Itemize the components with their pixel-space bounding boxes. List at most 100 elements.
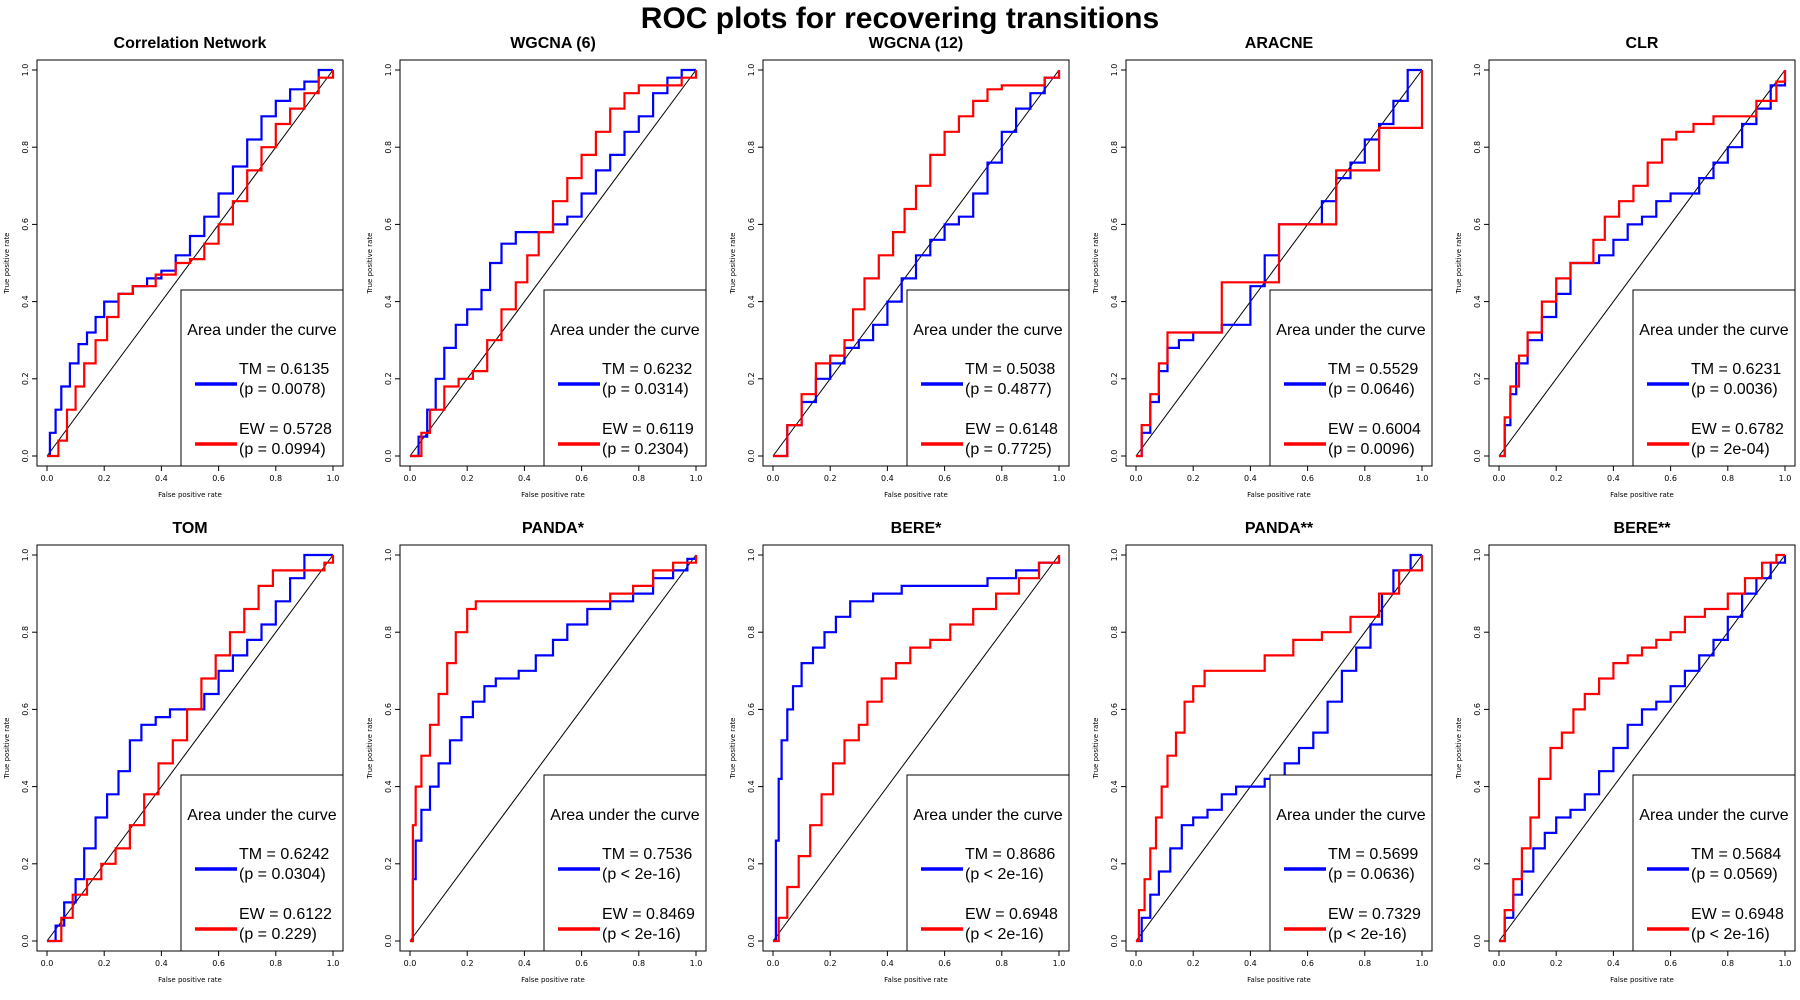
y-tick-label: 0.2	[384, 857, 393, 870]
y-tick-label: 0.8	[1110, 626, 1119, 639]
y-tick-label: 1.0	[1110, 549, 1119, 562]
roc-curve-tm	[773, 70, 1061, 458]
y-tick-label: 0.6	[21, 703, 30, 716]
panel-title: PANDA*	[522, 520, 585, 537]
y-tick-label: 0.8	[1473, 626, 1482, 639]
y-tick-label: 1.0	[21, 64, 30, 77]
x-tick-label: 0.4	[881, 474, 894, 483]
x-tick-label: 0.2	[98, 474, 111, 483]
legend-auc-ew: EW = 0.5728	[239, 421, 332, 438]
y-tick-label: 0.4	[747, 780, 756, 793]
x-tick-label: 1.0	[1053, 474, 1066, 483]
x-tick-label: 0.2	[1550, 474, 1563, 483]
x-tick-label: 0.0	[404, 474, 417, 483]
y-tick-label: 0.0	[21, 450, 30, 463]
legend-box	[1632, 774, 1796, 952]
x-tick-label: 0.0	[767, 959, 780, 968]
y-tick-label: 1.0	[21, 549, 30, 562]
panel-title: WGCNA (6)	[510, 35, 596, 52]
roc-curve-tm	[1499, 70, 1787, 458]
legend-p-ew: (p = 0.2304)	[602, 441, 689, 458]
y-tick-label: 0.6	[1110, 218, 1119, 231]
y-tick-label: 0.4	[1473, 295, 1482, 308]
legend-box	[906, 289, 1070, 467]
y-tick-label: 0.8	[21, 626, 30, 639]
roc-curve-tm	[1499, 555, 1787, 943]
legend: Area under the curve TM = 0.6242 (p = 0.03…	[180, 774, 344, 952]
x-tick-label: 1.0	[327, 474, 340, 483]
x-tick-label: 0.6	[575, 474, 588, 483]
x-tick-label: 0.4	[1607, 959, 1620, 968]
y-tick-label: 0.4	[384, 295, 393, 308]
legend: Area under the curve TM = 0.6231 (p = 0.00…	[1632, 289, 1796, 467]
roc-curve-ew	[410, 70, 698, 458]
y-tick-label: 0.2	[1110, 372, 1119, 385]
y-tick-label: 0.4	[1473, 780, 1482, 793]
legend-auc-tm: TM = 0.5529	[1328, 361, 1418, 378]
x-axis-label: False positive rate	[1610, 976, 1674, 984]
legend-heading: Area under the curve	[1639, 322, 1789, 339]
legend: Area under the curve TM = 0.5699 (p = 0.06…	[1269, 774, 1433, 952]
x-tick-label: 1.0	[327, 959, 340, 968]
panel-title: WGCNA (12)	[869, 35, 964, 52]
roc-curve-ew	[47, 70, 335, 458]
x-tick-label: 0.2	[1187, 474, 1200, 483]
x-tick-label: 1.0	[690, 959, 703, 968]
y-tick-label: 1.0	[747, 64, 756, 77]
y-axis-label: True positive rate	[1092, 233, 1100, 295]
x-tick-label: 1.0	[1779, 474, 1792, 483]
legend-auc-ew: EW = 0.7329	[1328, 906, 1421, 923]
y-tick-label: 0.4	[384, 780, 393, 793]
legend-heading: Area under the curve	[1276, 322, 1426, 339]
roc-curve-ew	[1499, 70, 1787, 458]
x-tick-label: 1.0	[1416, 959, 1429, 968]
y-tick-label: 1.0	[1110, 64, 1119, 77]
legend-p-tm: (p = 0.0036)	[1691, 381, 1778, 398]
roc-curve-ew	[47, 555, 335, 943]
y-tick-label: 0.2	[1110, 857, 1119, 870]
legend-heading: Area under the curve	[550, 322, 700, 339]
x-tick-label: 0.6	[1664, 959, 1677, 968]
y-tick-label: 1.0	[1473, 549, 1482, 562]
y-tick-label: 0.2	[384, 372, 393, 385]
y-tick-label: 0.2	[21, 857, 30, 870]
figure-title: ROC plots for recovering transitions	[640, 2, 1160, 35]
x-tick-label: 0.0	[1130, 474, 1143, 483]
y-tick-label: 0.0	[1110, 935, 1119, 948]
legend-heading: Area under the curve	[187, 322, 337, 339]
chance-diagonal	[1498, 69, 1786, 457]
y-tick-label: 0.6	[21, 218, 30, 231]
legend-heading: Area under the curve	[550, 807, 700, 824]
x-tick-label: 0.6	[938, 959, 951, 968]
y-tick-label: 0.2	[21, 372, 30, 385]
y-axis-label: True positive rate	[366, 233, 374, 295]
legend-p-tm: (p = 0.0569)	[1691, 866, 1778, 883]
y-tick-label: 0.0	[1473, 935, 1482, 948]
legend-p-tm: (p = 0.0314)	[602, 381, 689, 398]
y-tick-label: 0.4	[1110, 295, 1119, 308]
x-tick-label: 0.0	[1493, 474, 1506, 483]
x-tick-label: 0.8	[1358, 474, 1371, 483]
x-tick-label: 0.2	[461, 959, 474, 968]
legend-p-ew: (p < 2e-16)	[965, 926, 1044, 943]
roc-curve-tm	[773, 555, 1061, 943]
x-tick-label: 0.2	[1550, 959, 1563, 968]
roc-curve-tm	[47, 553, 333, 943]
chance-diagonal	[409, 69, 697, 457]
x-axis-label: False positive rate	[158, 976, 222, 984]
panel-title: ARACNE	[1245, 35, 1314, 52]
y-tick-label: 0.4	[1110, 780, 1119, 793]
legend-p-tm: (p = 0.0636)	[1328, 866, 1415, 883]
x-tick-label: 0.8	[1721, 959, 1734, 968]
legend-p-ew: (p < 2e-16)	[1328, 926, 1407, 943]
roc-panel-0: Correlation Network 0.0 0.0 0.2 0.2 0.4 0.4 0.6…	[3, 35, 344, 499]
y-tick-label: 1.0	[384, 549, 393, 562]
x-tick-label: 0.8	[1721, 474, 1734, 483]
y-tick-label: 0.2	[1473, 372, 1482, 385]
legend-p-ew: (p < 2e-16)	[602, 926, 681, 943]
x-tick-label: 0.6	[212, 474, 225, 483]
y-tick-label: 1.0	[747, 549, 756, 562]
legend-p-ew: (p = 0.229)	[239, 926, 317, 943]
y-tick-label: 0.2	[747, 857, 756, 870]
roc-curve-ew	[410, 555, 698, 943]
